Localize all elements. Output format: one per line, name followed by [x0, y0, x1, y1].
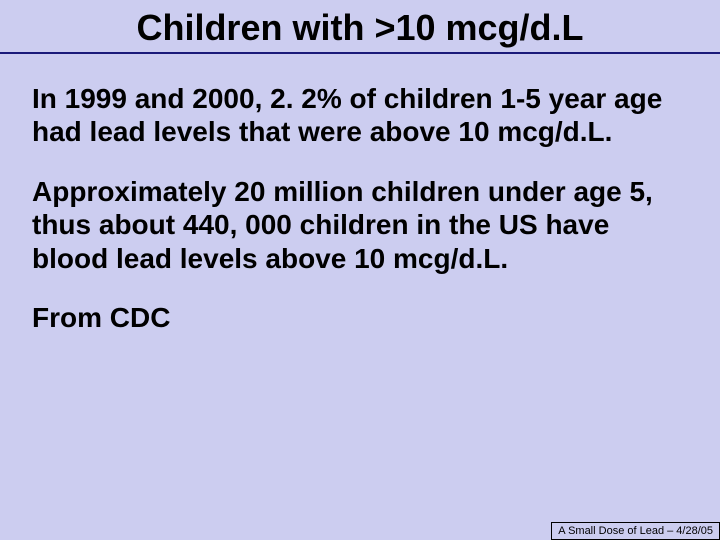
paragraph-1: In 1999 and 2000, 2. 2% of children 1-5 … [32, 82, 688, 149]
footer-text: A Small Dose of Lead – 4/28/05 [558, 525, 713, 537]
source-line: From CDC [32, 302, 688, 334]
slide: Children with >10 mcg/d.L In 1999 and 20… [0, 0, 720, 540]
slide-title: Children with >10 mcg/d.L [0, 8, 720, 48]
title-bar: Children with >10 mcg/d.L [0, 0, 720, 54]
footer-box: A Small Dose of Lead – 4/28/05 [551, 522, 720, 540]
body-area: In 1999 and 2000, 2. 2% of children 1-5 … [0, 54, 720, 334]
paragraph-2: Approximately 20 million children under … [32, 175, 688, 276]
